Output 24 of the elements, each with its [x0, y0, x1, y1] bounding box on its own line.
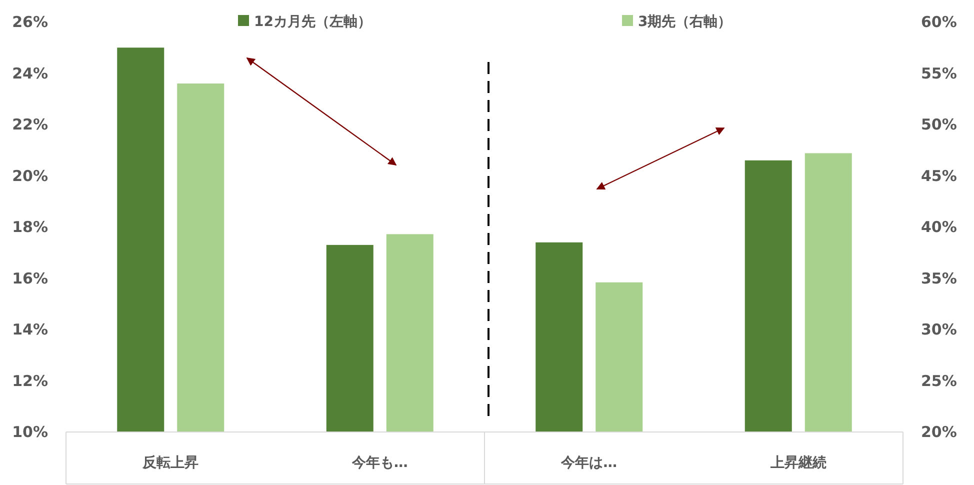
y2-tick-label: 25% [921, 372, 957, 390]
y-tick-label: 20% [12, 166, 48, 185]
y-tick-label: 16% [12, 269, 48, 288]
x-tick-label: 今年も… [350, 455, 408, 471]
y2-tick-label: 50% [921, 116, 957, 134]
y-tick-label: 18% [12, 218, 48, 236]
y2-tick-label: 30% [921, 320, 957, 338]
y2-tick-label: 40% [921, 218, 957, 236]
y-tick-label: 10% [12, 423, 48, 441]
y2-tick-label: 35% [921, 269, 957, 288]
y2-tick-label: 20% [921, 423, 957, 441]
y-tick-label: 12% [12, 372, 48, 390]
y2-tick-label: 45% [921, 166, 957, 185]
y-tick-label: 24% [12, 64, 48, 82]
legend-label: 12カ月先（左軸） [254, 14, 372, 30]
y2-tick-label: 60% [921, 13, 957, 31]
x-tick-label: 今年は… [560, 455, 618, 471]
y2-tick-label: 55% [921, 64, 957, 82]
legend-label: 3期先（右軸） [638, 14, 732, 30]
x-tick-label: 上昇継続 [769, 455, 826, 471]
x-tick-label: 反転上昇 [142, 454, 199, 471]
y-tick-label: 14% [12, 320, 48, 338]
y-tick-label: 22% [12, 116, 48, 134]
y-tick-label: 26% [12, 13, 48, 31]
